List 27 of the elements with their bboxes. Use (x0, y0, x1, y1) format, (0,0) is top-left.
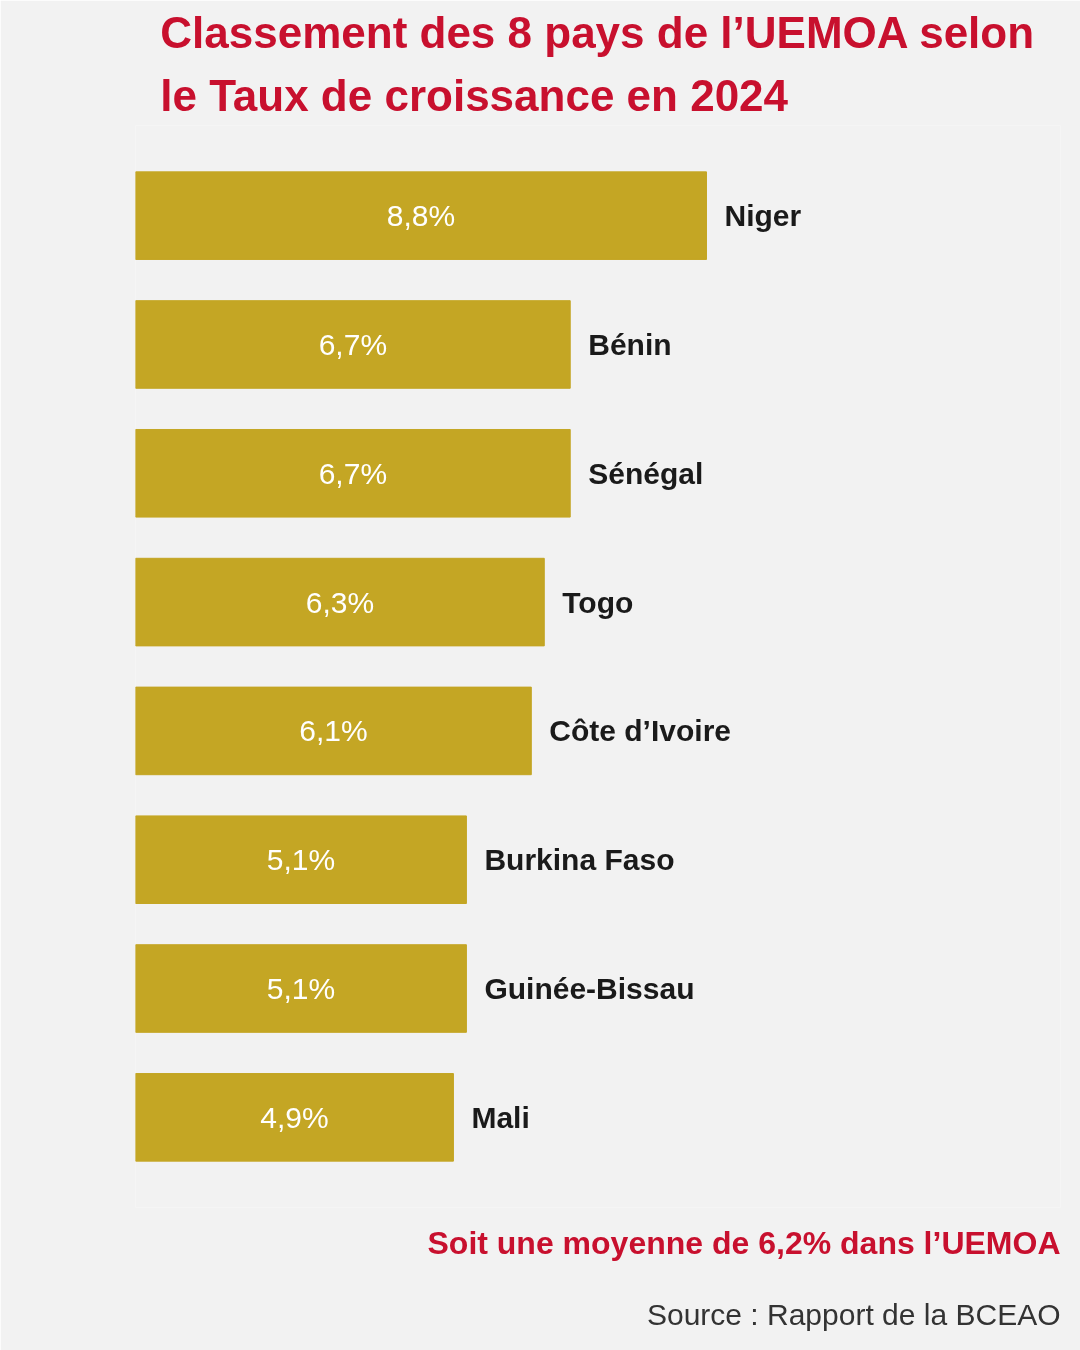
y-tick-label: Burkina Faso (484, 843, 675, 877)
y-tick-label: Bénin (588, 327, 672, 361)
bar (135, 686, 532, 776)
y-tick-label: Mali (471, 1100, 530, 1134)
data-label: 5,1% (266, 972, 336, 1006)
chart-title: Classement des 8 pays de l’UEMOA selon le Taux de croissance en 2024 (160, 7, 1035, 121)
text: Soit une moyenne de 6,2% dans l’UEMOA (427, 1224, 1061, 1261)
y-tick-label: Guinée-Bissau (484, 972, 695, 1006)
bar (135, 300, 571, 389)
y-tick-label: Côte d’Ivoire (549, 714, 731, 748)
data-label: 5,1% (266, 843, 336, 877)
bar (135, 944, 467, 1033)
y-tick-label: Niger (724, 199, 802, 233)
bar (135, 815, 467, 905)
bar (135, 428, 571, 518)
bar (135, 557, 545, 647)
data-label: 4,9% (260, 1100, 329, 1134)
data-label: 6,3% (305, 585, 375, 619)
data-label: 8,8% (386, 199, 456, 233)
bar (135, 171, 707, 260)
source-note: Source : Rapport de la BCEAO (646, 1297, 1061, 1331)
data-label: 6,7% (318, 327, 388, 361)
data-label: 6,7% (318, 456, 388, 490)
data-label: 6,1% (299, 714, 368, 748)
bar (135, 1073, 454, 1162)
y-tick-label: Togo (562, 585, 634, 619)
y-tick-label: Sénégal (588, 456, 704, 490)
